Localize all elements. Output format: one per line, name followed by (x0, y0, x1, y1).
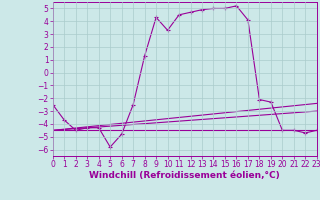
X-axis label: Windchill (Refroidissement éolien,°C): Windchill (Refroidissement éolien,°C) (89, 171, 280, 180)
